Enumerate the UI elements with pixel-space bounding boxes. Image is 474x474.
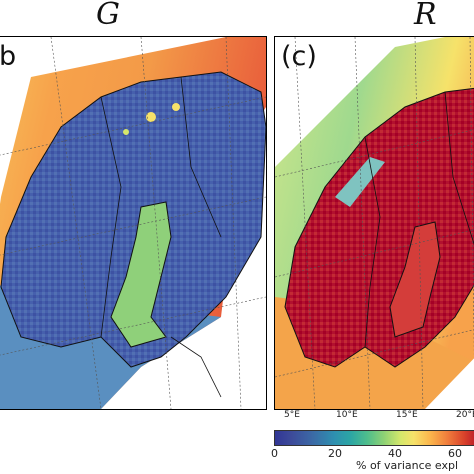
colorbar-tick-0: 0 xyxy=(271,447,278,460)
longitude-ticks: 5°E 10°E 15°E 20°E xyxy=(274,410,474,424)
hotspot-g-1 xyxy=(146,112,156,122)
outside-domain-g xyxy=(141,297,266,409)
colorbar-tick-60: 60 xyxy=(448,447,462,460)
map-panel-r: (c) xyxy=(274,36,474,410)
outside-domain-r xyxy=(425,358,474,409)
colorbar-tick-20: 20 xyxy=(328,447,342,460)
map-g-svg xyxy=(0,37,266,409)
lon-tick-10e: 10°E xyxy=(336,410,358,420)
borders-r xyxy=(364,91,474,348)
graticule-g xyxy=(0,37,266,409)
hotspot-g-2 xyxy=(172,103,180,111)
lon-tick-5e: 5°E xyxy=(284,410,300,420)
lon-tick-20e: 20°E xyxy=(456,410,474,420)
map-panel-g: b xyxy=(0,36,267,410)
borders-g xyxy=(100,76,222,398)
baltic-sea-r xyxy=(389,221,441,338)
colorbar-tick-40: 40 xyxy=(388,447,402,460)
scandinavia-g xyxy=(0,71,266,368)
panel-g-title: G xyxy=(96,0,120,32)
baltic-sea-g xyxy=(110,201,172,348)
coastal-strip-r xyxy=(335,157,385,207)
map-r-svg xyxy=(275,37,474,409)
hotspot-g-3 xyxy=(123,129,129,135)
colorbar-label: % of variance expl xyxy=(356,459,459,472)
panel-b-letter: b xyxy=(0,41,17,72)
panel-r-title: R xyxy=(414,0,437,32)
lon-tick-15e: 15°E xyxy=(396,410,418,420)
panel-c-letter: (c) xyxy=(281,41,317,72)
colorbar xyxy=(274,430,474,446)
